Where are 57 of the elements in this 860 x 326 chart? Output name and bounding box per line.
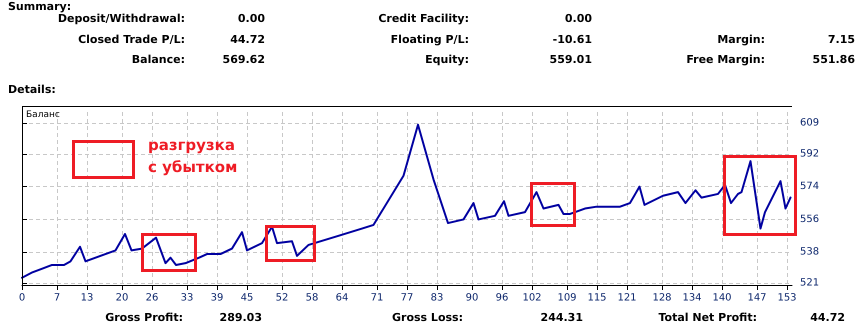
x-tick-label: 115 — [587, 292, 607, 304]
y-tick-label: 609 — [800, 117, 820, 128]
text: 244.31 — [540, 311, 583, 324]
x-tick-label: 96 — [496, 292, 508, 304]
annotation: разгрузка с убытком — [148, 135, 238, 178]
y-tick-label: 521 — [800, 278, 820, 289]
text: Equity: — [425, 53, 469, 66]
x-tick-label: 45 — [240, 292, 254, 304]
x-tick-label: 140 — [712, 292, 732, 304]
x-tick-label: 7 — [54, 292, 60, 304]
text: Margin: — [717, 33, 765, 46]
x-tick-label: 20 — [116, 292, 128, 304]
x-tick-label: 77 — [400, 292, 414, 304]
text: 551.86 — [812, 53, 855, 66]
x-tick-label: 71 — [370, 292, 384, 304]
text: Total Net Profit: — [658, 311, 757, 324]
text: 7.15 — [828, 33, 855, 46]
text: 0.00 — [238, 12, 265, 25]
text: Balance: — [132, 53, 185, 66]
x-tick-label: 90 — [466, 292, 478, 304]
text: 569.62 — [222, 53, 265, 66]
x-tick-label: 64 — [336, 292, 348, 304]
y-tick-label: 592 — [800, 148, 820, 160]
x-tick-label: 52 — [276, 292, 288, 304]
text: Closed Trade P/L: — [78, 33, 185, 46]
text: Details: — [8, 83, 56, 96]
text: Summary: — [8, 0, 72, 13]
text: 44.72 — [810, 311, 845, 324]
text: Deposit/Withdrawal: — [58, 12, 185, 25]
x-tick-label: 26 — [146, 292, 158, 304]
y-tick-label: 574 — [800, 181, 820, 192]
x-tick-label: 0 — [18, 292, 26, 304]
text: Free Margin: — [686, 53, 765, 66]
x-tick-label: 83 — [430, 292, 444, 304]
x-tick-label: 39 — [210, 292, 224, 304]
x-tick-label: 128 — [652, 292, 672, 304]
x-tick-label: 121 — [617, 292, 637, 304]
text: Floating P/L: — [390, 33, 469, 46]
x-tick-label: 58 — [306, 292, 318, 304]
y-axis-title: Баланс — [26, 109, 60, 122]
text: Gross Profit: — [105, 311, 183, 324]
x-tick-label: 102 — [522, 292, 542, 304]
y-tick-label: 538 — [800, 246, 820, 258]
text: 289.03 — [220, 311, 262, 324]
text: 559.01 — [550, 53, 592, 66]
y-tick-label: 556 — [800, 214, 820, 225]
text: 0.00 — [564, 12, 592, 25]
text: Gross Loss: — [392, 311, 463, 324]
x-tick-label: 153 — [777, 292, 797, 304]
x-tick-label: 147 — [747, 292, 767, 304]
text: 44.72 — [230, 33, 265, 46]
x-tick-label: 13 — [80, 292, 94, 304]
x-tick-label: 33 — [180, 292, 194, 304]
x-tick-label: 109 — [557, 292, 577, 304]
text: -10.61 — [552, 33, 592, 46]
text: Credit Facility: — [378, 12, 469, 25]
x-tick-label: 134 — [682, 292, 702, 304]
